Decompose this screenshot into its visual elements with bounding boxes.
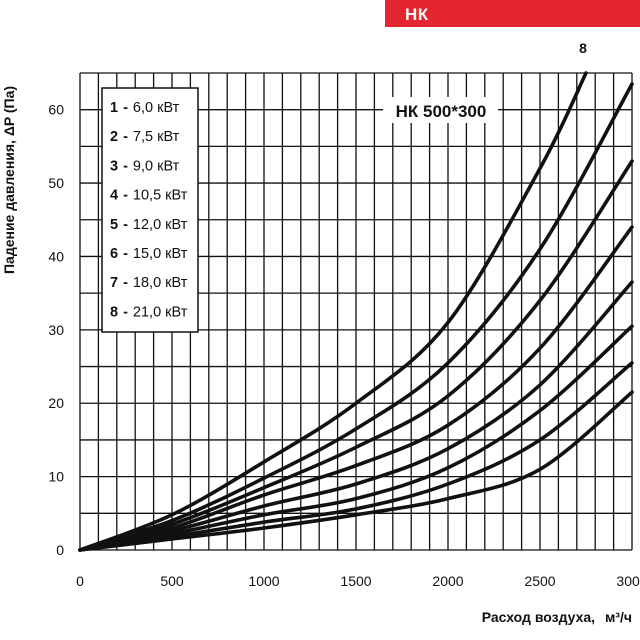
x-tick-label: 500 [160, 573, 184, 589]
y-tick-label: 0 [56, 542, 64, 558]
curve-series-5 [78, 225, 634, 552]
legend-entry-text: 9,0 кВт [133, 158, 180, 174]
header-tab-label: НК [405, 5, 429, 24]
legend-entry-text: 6,0 кВт [133, 100, 180, 116]
curve-series-2 [78, 361, 634, 552]
curve-8-top-label: 8 [579, 40, 587, 56]
legend-entry-separator: - [123, 158, 128, 174]
x-axis-label: Расход воздуха, м³/ч [482, 609, 632, 625]
y-axis-label: Падение давления, ΔP (Па) [1, 86, 17, 274]
y-tick-label: 10 [48, 469, 64, 485]
legend-entry: 6-15,0 кВт [110, 246, 188, 262]
legend-entry-number: 6 [110, 246, 118, 262]
legend-entry-number: 3 [110, 158, 118, 174]
legend-entry-text: 21,0 кВт [133, 304, 188, 320]
chart-title-bg [383, 97, 498, 123]
x-tick-label: 2000 [432, 573, 463, 589]
curve-series-3 [78, 324, 634, 552]
legend-entry-separator: - [123, 304, 128, 320]
legend-entry-number: 2 [110, 129, 118, 145]
legend-entry-number: 5 [110, 217, 118, 233]
y-tick-label: 60 [48, 102, 64, 118]
y-tick-label: 30 [48, 322, 64, 338]
legend-entry: 1-6,0 кВт [110, 100, 180, 116]
legend-entry-text: 15,0 кВт [133, 246, 188, 262]
legend-entry-text: 10,5 кВт [133, 188, 188, 204]
y-tick-label: 40 [48, 248, 64, 264]
legend-entry-separator: - [123, 188, 128, 204]
legend-entry: 5-12,0 кВт [110, 217, 188, 233]
legend-entry-number: 4 [110, 188, 118, 204]
legend-entry-number: 1 [110, 100, 118, 116]
legend-entry-separator: - [123, 100, 128, 116]
legend-entry: 3-9,0 кВт [110, 158, 180, 174]
y-tick-label: 20 [48, 395, 64, 411]
curve-series-7 [78, 82, 634, 552]
legend-entry: 2-7,5 кВт [110, 129, 180, 145]
header-tab: НК [385, 0, 640, 27]
legend-entry-separator: - [123, 275, 128, 291]
curve-series-6 [78, 159, 634, 552]
legend-entry-number: 7 [110, 275, 118, 291]
legend-entry-number: 8 [110, 304, 118, 320]
x-tick-label: 1000 [248, 573, 279, 589]
legend-box [101, 87, 199, 333]
curve-series-1 [78, 390, 634, 552]
x-axis-label-unit: м³/ч [605, 609, 632, 625]
legend-entry-text: 18,0 кВт [133, 275, 188, 291]
x-tick-label: 2500 [524, 573, 555, 589]
x-tick-label: 1500 [340, 573, 371, 589]
legend-entry: 7-18,0 кВт [110, 275, 188, 291]
legend-entry-text: 7,5 кВт [133, 129, 180, 145]
chart-curves [78, 71, 634, 552]
legend-entry: 4-10,5 кВт [110, 188, 188, 204]
legend-entry-separator: - [123, 129, 128, 145]
legend-entry-separator: - [123, 246, 128, 262]
legend-entry-separator: - [123, 217, 128, 233]
x-tick-label: 0 [76, 573, 84, 589]
legend-entry-text: 12,0 кВт [133, 217, 188, 233]
x-axis-label-text: Расход воздуха, [482, 609, 595, 625]
curve-series-4 [78, 280, 634, 552]
y-tick-label: 50 [48, 175, 64, 191]
chart-title: НК 500*300 [396, 102, 487, 121]
legend-entry: 8-21,0 кВт [110, 304, 188, 320]
curve-series-8 [78, 71, 588, 552]
